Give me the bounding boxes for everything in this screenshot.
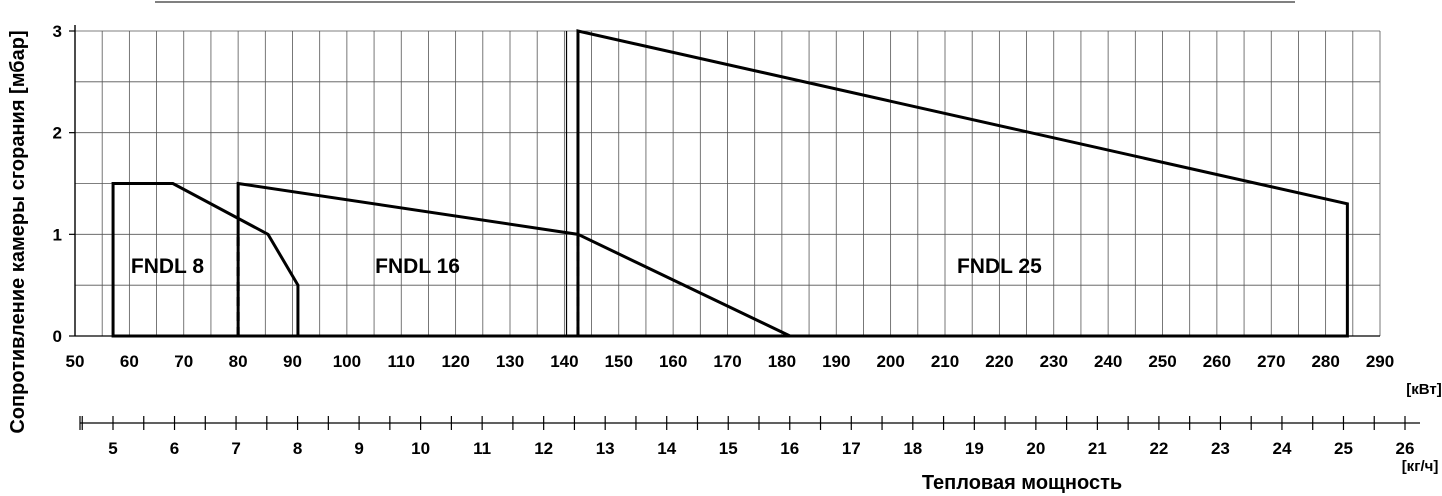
x-tick-label: 270 — [1257, 352, 1285, 371]
x-tick-label: 180 — [768, 352, 796, 371]
y-tick-label: 0 — [53, 327, 62, 346]
secondary-tick-label: 12 — [534, 439, 553, 458]
secondary-tick-label: 8 — [293, 439, 302, 458]
x-tick-label: 210 — [931, 352, 959, 371]
secondary-tick-label: 25 — [1334, 439, 1353, 458]
secondary-tick-label: 9 — [354, 439, 363, 458]
x-axis-title: Тепловая мощность — [922, 472, 1122, 494]
secondary-tick-label: 24 — [1272, 439, 1291, 458]
secondary-tick-label: 13 — [596, 439, 615, 458]
axes — [74, 25, 1380, 337]
x-tick-label: 60 — [120, 352, 139, 371]
secondary-tick-label: 6 — [170, 439, 179, 458]
x-tick-label: 280 — [1311, 352, 1339, 371]
secondary-tick-label: 14 — [657, 439, 676, 458]
secondary-tick-label: 11 — [473, 439, 491, 458]
grid — [74, 30, 1381, 337]
region-label-3: FNDL 25 — [957, 255, 1042, 278]
secondary-tick-label: 10 — [411, 439, 430, 458]
x-tick-label: 250 — [1148, 352, 1176, 371]
secondary-tick-label: 20 — [1026, 439, 1045, 458]
x-tick-label: 170 — [713, 352, 741, 371]
x-tick-label: 130 — [496, 352, 524, 371]
x-tick-label: 120 — [441, 352, 469, 371]
x-tick-label: 160 — [659, 352, 687, 371]
secondary-axis: 5 6 7 8 9 10 11 12 13 14 15 16 17 18 19 20 21 22 23 24 25 26 — [79, 416, 1420, 458]
x-tick-label: 70 — [174, 352, 193, 371]
x-tick-label: 240 — [1094, 352, 1122, 371]
x-tick-label: 200 — [876, 352, 904, 371]
y-tick-label: 1 — [53, 225, 62, 244]
x-tick-label: 50 — [66, 352, 85, 371]
secondary-tick-label: 26 — [1396, 439, 1415, 458]
secondary-axis-unit: [кг/ч] — [1402, 458, 1439, 475]
x-tick-label: 100 — [333, 352, 361, 371]
y-axis-title: Сопротивление камеры сгорания [мбар] — [7, 30, 29, 433]
secondary-tick-label: 18 — [903, 439, 922, 458]
secondary-tick-label: 22 — [1149, 439, 1168, 458]
y-tick-label: 2 — [53, 124, 62, 143]
x-axis-unit: [кВт] — [1406, 381, 1441, 398]
x-tick-label: 260 — [1203, 352, 1231, 371]
secondary-tick-label: 19 — [965, 439, 984, 458]
x-tick-label: 90 — [283, 352, 302, 371]
secondary-tick-label: 23 — [1211, 439, 1230, 458]
region-label-1: FNDL 8 — [131, 255, 204, 278]
x-tick-label: 110 — [388, 352, 415, 371]
x-tick-label: 150 — [605, 352, 633, 371]
x-tick-label: 220 — [985, 352, 1013, 371]
secondary-tick-label: 21 — [1088, 439, 1107, 458]
x-tick-label: 290 — [1366, 352, 1394, 371]
x-tick-label: 230 — [1040, 352, 1068, 371]
y-tick-label: 3 — [53, 22, 62, 41]
secondary-tick-label: 15 — [719, 439, 738, 458]
secondary-tick-label: 16 — [780, 439, 799, 458]
y-tick-labels: 0 1 2 3 — [53, 22, 75, 346]
secondary-tick-label: 17 — [842, 439, 861, 458]
x-tick-label: 140 — [550, 352, 578, 371]
region-label-2: FNDL 16 — [375, 255, 460, 278]
secondary-tick-label: 7 — [231, 439, 240, 458]
region-outline-2 — [236, 181, 791, 338]
x-tick-label: 80 — [229, 352, 248, 371]
x-tick-label: 190 — [822, 352, 850, 371]
x-tick-labels: 50 60 70 80 90 100 110 120 130 140 150 160 170 180 190… — [66, 352, 1395, 371]
secondary-tick-label: 5 — [108, 439, 117, 458]
